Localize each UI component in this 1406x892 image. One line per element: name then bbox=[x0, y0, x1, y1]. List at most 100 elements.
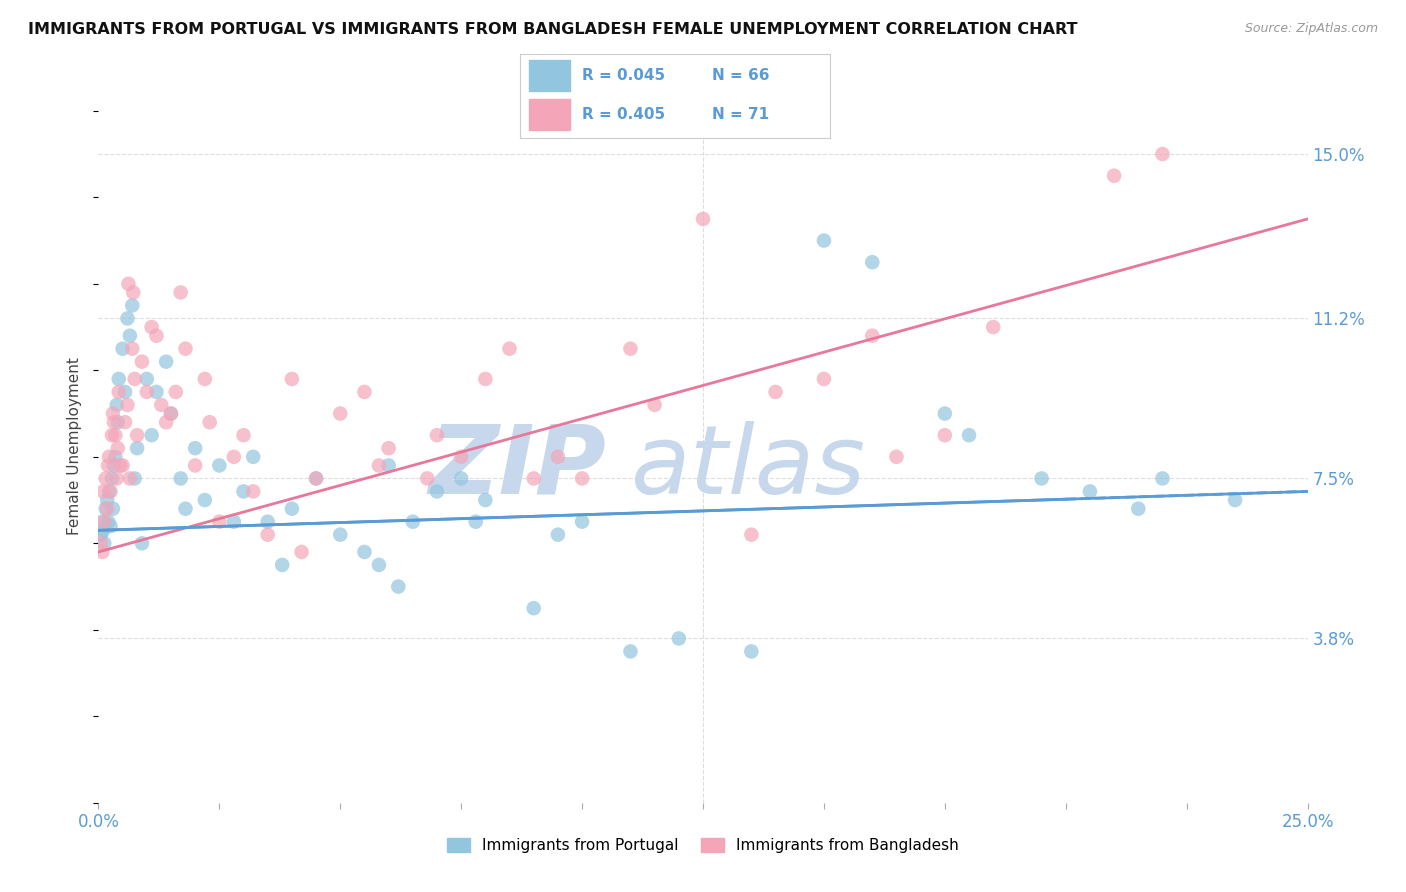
Point bbox=[174, 342, 197, 356]
Point bbox=[426, 428, 449, 442]
Point bbox=[91, 515, 114, 529]
Text: atlas: atlas bbox=[630, 421, 866, 514]
Point bbox=[464, 515, 486, 529]
Point bbox=[692, 211, 714, 226]
Point bbox=[96, 501, 118, 516]
Point bbox=[886, 450, 908, 464]
Point bbox=[1078, 484, 1101, 499]
Point bbox=[103, 415, 125, 429]
Point bbox=[387, 580, 409, 594]
Point bbox=[1223, 493, 1246, 508]
Point bbox=[523, 601, 546, 615]
Point bbox=[127, 428, 149, 442]
Point bbox=[150, 398, 173, 412]
Point bbox=[813, 372, 835, 386]
Point bbox=[124, 372, 146, 386]
Point bbox=[571, 471, 593, 485]
Point bbox=[368, 558, 391, 572]
Point bbox=[91, 524, 114, 538]
Point bbox=[957, 428, 980, 442]
Point bbox=[104, 428, 127, 442]
Y-axis label: Female Unemployment: Female Unemployment bbox=[67, 357, 83, 535]
Point bbox=[104, 450, 127, 464]
Point bbox=[450, 450, 472, 464]
Text: ZIP: ZIP bbox=[429, 421, 606, 514]
Point bbox=[160, 407, 183, 421]
Bar bbox=[530, 99, 569, 130]
Text: IMMIGRANTS FROM PORTUGAL VS IMMIGRANTS FROM BANGLADESH FEMALE UNEMPLOYMENT CORRE: IMMIGRANTS FROM PORTUGAL VS IMMIGRANTS F… bbox=[28, 22, 1077, 37]
Point bbox=[107, 384, 129, 399]
Point bbox=[108, 458, 131, 473]
Point bbox=[127, 441, 149, 455]
Point bbox=[329, 527, 352, 541]
Point bbox=[111, 342, 134, 356]
Point bbox=[547, 450, 569, 464]
Point bbox=[101, 501, 124, 516]
Point bbox=[101, 428, 124, 442]
Point bbox=[271, 558, 294, 572]
Legend: Immigrants from Portugal, Immigrants from Bangladesh: Immigrants from Portugal, Immigrants fro… bbox=[440, 832, 966, 859]
Point bbox=[232, 484, 254, 499]
Point bbox=[91, 545, 114, 559]
Point bbox=[1152, 147, 1174, 161]
Point bbox=[96, 493, 118, 508]
Point bbox=[90, 536, 112, 550]
Text: R = 0.045: R = 0.045 bbox=[582, 68, 665, 83]
Point bbox=[105, 398, 128, 412]
Point bbox=[155, 354, 177, 368]
Point bbox=[101, 407, 124, 421]
Point bbox=[94, 471, 117, 485]
Point bbox=[131, 354, 153, 368]
Point bbox=[353, 545, 375, 559]
Point bbox=[165, 384, 187, 399]
Point bbox=[281, 501, 304, 516]
Point bbox=[426, 484, 449, 499]
Point bbox=[934, 407, 956, 421]
Point bbox=[290, 545, 312, 559]
Point bbox=[222, 515, 245, 529]
Point bbox=[619, 342, 641, 356]
Point bbox=[135, 384, 157, 399]
Point bbox=[232, 428, 254, 442]
Point bbox=[740, 644, 762, 658]
Point bbox=[118, 328, 141, 343]
Point bbox=[93, 515, 115, 529]
Point bbox=[145, 328, 167, 343]
Point bbox=[122, 285, 145, 300]
Point bbox=[160, 407, 183, 421]
Point bbox=[93, 536, 115, 550]
Point bbox=[94, 501, 117, 516]
Point bbox=[1031, 471, 1053, 485]
Point bbox=[198, 415, 221, 429]
Point bbox=[194, 493, 217, 508]
Text: N = 66: N = 66 bbox=[711, 68, 769, 83]
Point bbox=[474, 372, 496, 386]
Point bbox=[368, 458, 391, 473]
Point bbox=[765, 384, 787, 399]
Text: R = 0.405: R = 0.405 bbox=[582, 107, 665, 122]
Point bbox=[281, 372, 304, 386]
Point bbox=[222, 450, 245, 464]
Point bbox=[141, 428, 163, 442]
Point bbox=[117, 277, 139, 291]
Point bbox=[860, 255, 883, 269]
Point bbox=[860, 328, 883, 343]
Point bbox=[353, 384, 375, 399]
Point bbox=[813, 234, 835, 248]
Point bbox=[1128, 501, 1150, 516]
Point bbox=[208, 515, 231, 529]
Point bbox=[97, 515, 120, 529]
Text: N = 71: N = 71 bbox=[711, 107, 769, 122]
Point bbox=[305, 471, 328, 485]
Point bbox=[305, 471, 328, 485]
Point bbox=[474, 493, 496, 508]
Point bbox=[377, 458, 399, 473]
Point bbox=[100, 484, 122, 499]
Point bbox=[98, 484, 121, 499]
Point bbox=[117, 311, 139, 326]
Point bbox=[107, 441, 129, 455]
Point bbox=[1152, 471, 1174, 485]
Point bbox=[121, 342, 143, 356]
Point bbox=[131, 536, 153, 550]
Point bbox=[101, 471, 124, 485]
